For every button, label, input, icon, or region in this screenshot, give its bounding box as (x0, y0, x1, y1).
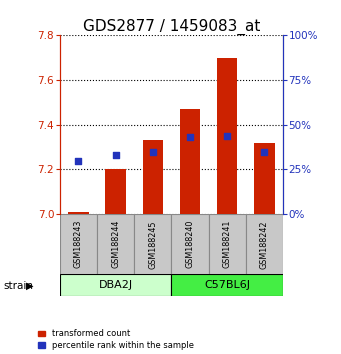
Bar (60, 274, 172, 296)
Bar (171, 274, 283, 296)
Point (150, 149, 155, 154)
Text: GSM188242: GSM188242 (260, 220, 269, 269)
Point (187, 135, 193, 140)
Bar (180, 109, 200, 214)
Bar (217, 58, 237, 214)
Text: DBA2J: DBA2J (99, 280, 133, 290)
Text: GSM188240: GSM188240 (186, 220, 194, 268)
Bar (97, 214, 134, 274)
Bar (60, 214, 97, 274)
Text: GSM188243: GSM188243 (74, 220, 83, 268)
Legend: transformed count, percentile rank within the sample: transformed count, percentile rank withi… (38, 329, 194, 350)
Bar (143, 141, 163, 214)
Point (76, 158, 81, 164)
Bar (68, 212, 89, 214)
Bar (254, 143, 275, 214)
Bar (246, 214, 283, 274)
Title: GDS2877 / 1459083_at: GDS2877 / 1459083_at (83, 19, 260, 35)
Text: strain: strain (3, 281, 33, 291)
Text: C57BL6J: C57BL6J (204, 280, 250, 290)
Text: GSM188241: GSM188241 (223, 220, 232, 268)
Text: ▶: ▶ (26, 281, 33, 291)
Text: GSM188244: GSM188244 (111, 220, 120, 268)
Point (224, 133, 230, 138)
Point (262, 149, 267, 154)
Bar (171, 214, 209, 274)
Text: GSM188245: GSM188245 (148, 220, 157, 269)
Bar (105, 170, 126, 214)
Bar (134, 214, 171, 274)
Point (113, 152, 118, 158)
Bar (209, 214, 246, 274)
